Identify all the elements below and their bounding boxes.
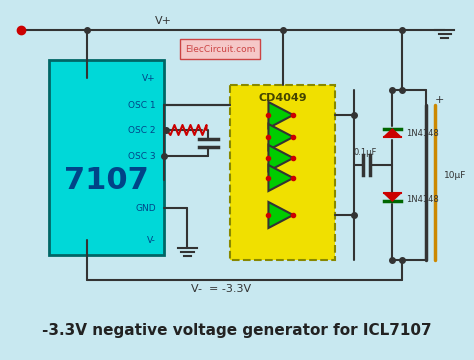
Text: ElecCircuit.com: ElecCircuit.com bbox=[185, 45, 255, 54]
Text: +: + bbox=[435, 95, 445, 105]
Text: OSC 1: OSC 1 bbox=[128, 100, 156, 109]
Text: V-: V- bbox=[147, 235, 156, 244]
FancyBboxPatch shape bbox=[230, 85, 335, 260]
Text: V-  = -3.3V: V- = -3.3V bbox=[191, 284, 251, 294]
FancyBboxPatch shape bbox=[180, 39, 260, 59]
Text: 1N4148: 1N4148 bbox=[406, 194, 438, 203]
Text: -3.3V negative voltage generator for ICL7107: -3.3V negative voltage generator for ICL… bbox=[42, 323, 432, 338]
Polygon shape bbox=[384, 129, 401, 137]
Polygon shape bbox=[268, 124, 293, 150]
Polygon shape bbox=[268, 202, 293, 228]
Text: GND: GND bbox=[136, 203, 156, 212]
FancyBboxPatch shape bbox=[49, 60, 164, 255]
Text: OSC 3: OSC 3 bbox=[128, 152, 156, 161]
Text: OSC 2: OSC 2 bbox=[128, 126, 156, 135]
Text: V+: V+ bbox=[142, 73, 156, 82]
Polygon shape bbox=[384, 193, 401, 201]
Text: 7107: 7107 bbox=[64, 166, 149, 195]
Text: 10μF: 10μF bbox=[444, 171, 466, 180]
Text: CD4049: CD4049 bbox=[258, 93, 307, 103]
Text: 1N4148: 1N4148 bbox=[406, 129, 438, 138]
Polygon shape bbox=[268, 145, 293, 171]
Text: 0.1μF: 0.1μF bbox=[353, 148, 376, 157]
Polygon shape bbox=[268, 165, 293, 191]
Polygon shape bbox=[268, 102, 293, 128]
Text: V+: V+ bbox=[155, 16, 172, 26]
